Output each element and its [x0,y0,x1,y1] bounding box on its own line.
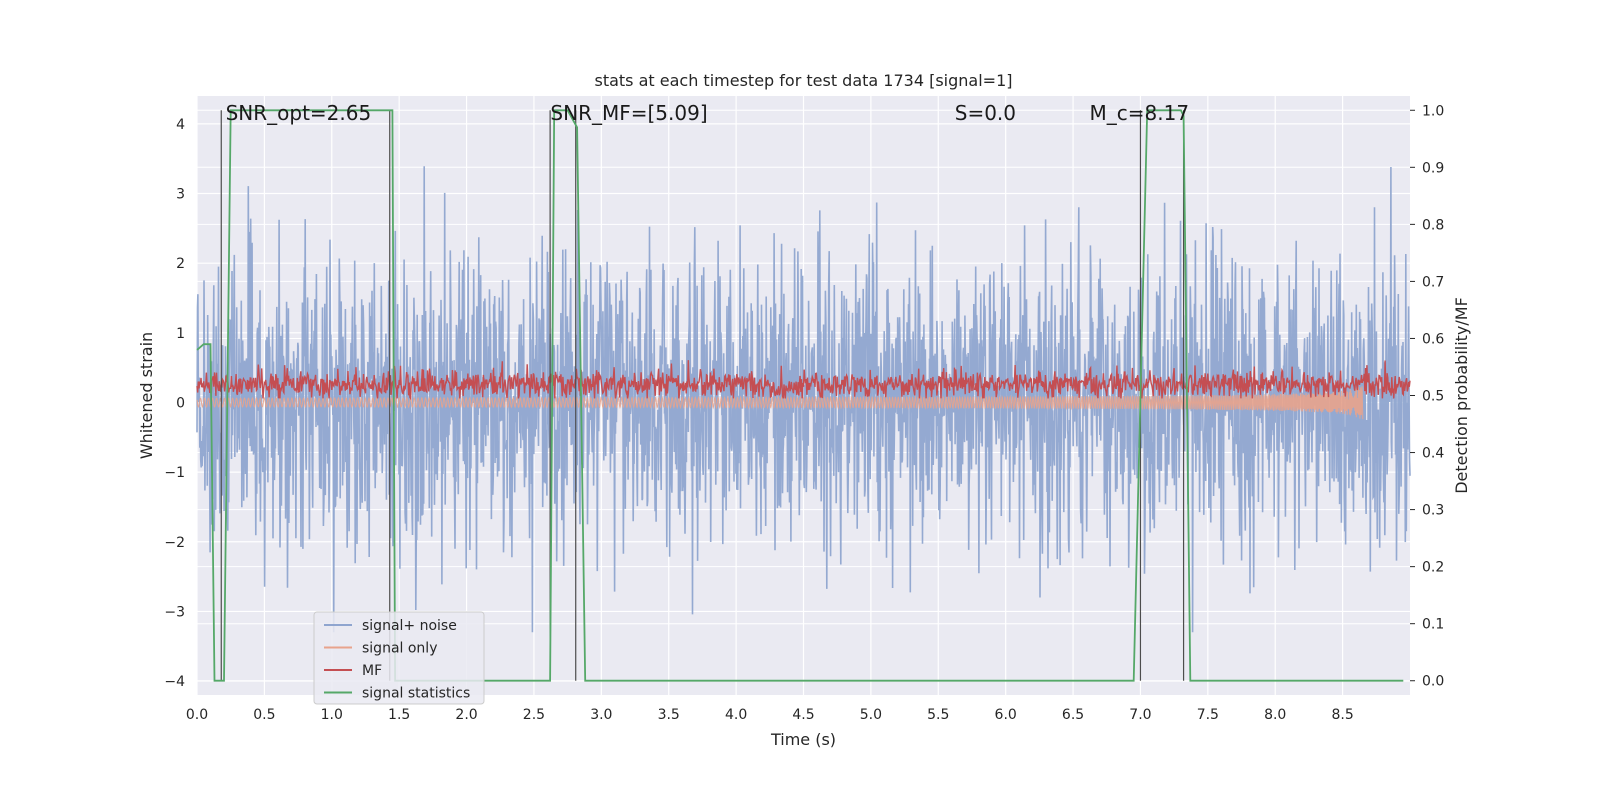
annotation-1: SNR_opt=2.65 [226,101,372,125]
annotation-4: M_c=8.17 [1090,101,1190,125]
y-right-tick-label-7: 0.3 [1422,503,1444,519]
chart-title: stats at each timestep for test data 173… [594,71,1012,90]
legend-label-4: signal statistics [362,686,470,702]
signal-only-line [196,386,1364,420]
y-right-tick-label-2: 0.8 [1422,217,1444,233]
series-signal-plus-noise [196,166,1411,633]
x-tick-label-1: 0.5 [253,707,275,723]
signal-statistics-line [196,109,1404,682]
x-axis-label: Time (s) [770,730,836,749]
y-left-tick-label-3: 1 [176,326,185,342]
y-right-tick-label-10: 0.0 [1422,674,1444,690]
x-tick-label-2: 1.0 [321,707,343,723]
y-right-tick-label-5: 0.5 [1422,389,1444,405]
x-tick-label-15: 7.5 [1197,707,1219,723]
x-tick-label-11: 5.5 [927,707,949,723]
legend-label-2: signal only [362,641,437,657]
y-right-tick-label-3: 0.7 [1422,274,1444,290]
annotation-2: SNR_MF=[5.09] [550,101,707,125]
x-tick-label-14: 7.0 [1129,707,1151,723]
x-tick-label-6: 3.0 [590,707,612,723]
series-mf [196,360,1411,401]
legend-label-1: signal+ noise [362,618,457,634]
annotations: SNR_opt=2.65 SNR_MF=[5.09] S=0.0 M_c=8.17 [226,101,1189,125]
y-left-tick-label-1: 3 [176,187,185,203]
y-right-tick-label-9: 0.1 [1422,617,1444,633]
y-left-tick-label-8: −4 [164,674,185,690]
y-left-tick-label-7: −3 [164,604,185,620]
signal-plus-noise-line [196,166,1411,633]
x-tick-label-17: 8.5 [1331,707,1353,723]
annotation-3: S=0.0 [955,101,1016,125]
x-tick-label-8: 4.0 [725,707,747,723]
y-left-tick-label-5: −1 [164,465,185,481]
x-tick-label-4: 2.0 [455,707,477,723]
x-tick-label-9: 4.5 [792,707,814,723]
y-right-axis-label: Detection probability/MF [1452,297,1471,494]
y-right-tick-label-6: 0.4 [1422,446,1444,462]
y-left-axis-ticks: 4 3 2 1 0 −1 −2 −3 −4 [164,117,185,690]
y-left-tick-label-2: 2 [176,256,185,272]
y-right-axis-ticks: 1.0 0.9 0.8 0.7 0.6 0.5 0.4 0.3 0.2 0.1 0.0 [1410,103,1444,690]
x-tick-label-16: 8.0 [1264,707,1286,723]
y-left-axis-label: Whitened strain [137,332,156,459]
x-tick-label-12: 6.0 [995,707,1017,723]
x-tick-label-5: 2.5 [523,707,545,723]
y-right-tick-label-4: 0.6 [1422,331,1444,347]
x-tick-label-13: 6.5 [1062,707,1084,723]
x-tick-label-3: 1.5 [388,707,410,723]
y-left-tick-label-6: −2 [164,535,185,551]
x-tick-label-7: 3.5 [658,707,680,723]
x-tick-label-10: 5.0 [860,707,882,723]
y-right-tick-label-1: 0.9 [1422,160,1444,176]
legend: signal+ noise signal only MF signal statist… [313,611,485,705]
y-left-tick-label-4: 0 [176,395,185,411]
y-right-tick-label-0: 1.0 [1422,103,1444,119]
x-axis-ticks: 0.0 0.5 1.0 1.5 2.0 2.5 3.0 3.5 4.0 4.5 5.0 5.5 6.0 6… [186,707,1354,723]
legend-label-3: MF [362,663,382,679]
x-tick-label-0: 0.0 [186,707,208,723]
mf-line [196,360,1411,401]
y-left-tick-label-0: 4 [176,117,185,133]
y-right-tick-label-8: 0.2 [1422,560,1444,576]
series-signal-statistics [196,109,1404,682]
series-signal-only [196,386,1364,420]
